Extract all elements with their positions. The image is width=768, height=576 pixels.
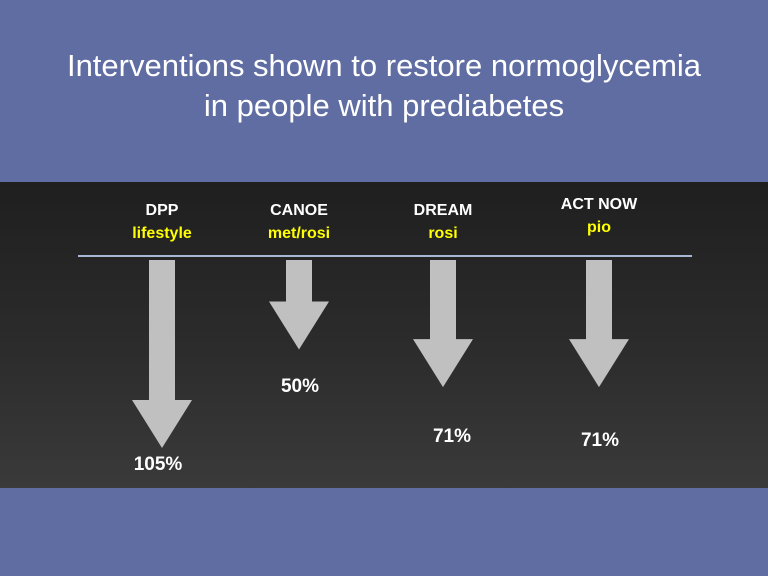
arrow-dream	[413, 260, 473, 388]
study-label: DPP	[146, 202, 179, 219]
title-block: Interventions shown to restore normoglyc…	[0, 0, 768, 182]
slide-title-line-1: Interventions shown to restore normoglyc…	[66, 48, 702, 83]
chart-panel	[0, 182, 768, 488]
slide-title-line-2: in people with prediabetes	[203, 88, 565, 123]
study-label: ACT NOW	[561, 196, 638, 213]
value-label: 50%	[281, 376, 319, 397]
arrow-canoe	[269, 260, 329, 350]
intervention-label: met/rosi	[268, 225, 330, 242]
study-label: DREAM	[414, 202, 473, 219]
study-label: CANOE	[270, 202, 328, 219]
intervention-label: pio	[587, 219, 611, 236]
value-label: 71%	[581, 430, 619, 451]
value-label: 71%	[433, 426, 471, 447]
arrow-act-now	[569, 260, 629, 388]
intervention-label: lifestyle	[132, 225, 192, 242]
footer-band	[0, 488, 768, 576]
intervention-label: rosi	[428, 225, 457, 242]
arrow-chart: DPP lifestyle 105% CANOE met/rosi 50% DREAM ros…	[78, 196, 692, 475]
arrow-dpp	[132, 260, 192, 448]
value-label: 105%	[134, 454, 183, 475]
